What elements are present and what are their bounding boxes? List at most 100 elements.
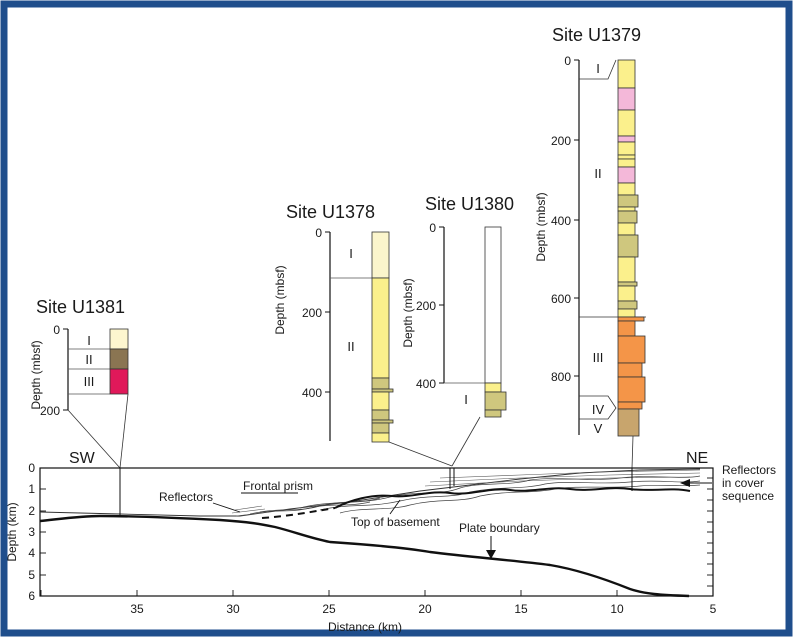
- site-u1378-lith-block: [371, 419, 394, 424]
- site-u1379-unit-label: IV: [592, 402, 605, 417]
- tie-line: [388, 441, 453, 467]
- site-u1379-lith-block: [617, 59, 636, 89]
- site-u1379-lith-block: [617, 109, 636, 137]
- top-of-basement-line: [334, 487, 691, 509]
- section-x-tick-label: 30: [226, 602, 240, 616]
- site-u1379-lith-block: [617, 320, 636, 337]
- site-u1380-lith-block: [484, 382, 502, 393]
- site-u1381-lith-block: [109, 328, 129, 350]
- section-x-tick-label: 15: [514, 602, 528, 616]
- section-y-tick-label: 2: [28, 504, 35, 518]
- cover-arrow-head: [680, 479, 690, 487]
- frontal-reflector-line: [235, 511, 269, 517]
- section-y-tick-label: 5: [28, 568, 35, 582]
- frontal-reflectors: [231, 505, 269, 517]
- cover-reflector-line: [429, 472, 701, 483]
- site-u1380-lith-block: [484, 226, 502, 384]
- site-u1378-tick-label: 400: [302, 386, 322, 400]
- section-y-tick-label: 3: [28, 525, 35, 539]
- section-x-axis-title: Distance (km): [328, 620, 402, 634]
- site-u1381-tick-label: 200: [40, 404, 60, 418]
- cover-reflectors-label-line3: sequence: [722, 489, 774, 503]
- site-u1379-lith-block: [617, 87, 636, 111]
- site-u1379-title: Site U1379: [552, 25, 641, 45]
- section-x-tick-label: 35: [130, 602, 144, 616]
- site-u1379-unit-label: V: [594, 421, 603, 436]
- cover-reflectors: [424, 469, 701, 487]
- top-of-basement-pointer: [389, 499, 401, 515]
- site-u1379-unit-label: II: [594, 166, 601, 181]
- cover-reflectors-label-line2: in cover: [722, 476, 764, 490]
- site-u1379-lith-block: [617, 408, 640, 437]
- cover-reflector-line: [439, 469, 701, 479]
- site-u1379-unit-boundary: [579, 59, 617, 80]
- site-u1381-column: Site U1381 Depth (mbsf) 0 200 I II III: [29, 297, 129, 418]
- site-u1379-lith-block: [617, 194, 639, 208]
- site-u1378-lith-block: [371, 277, 390, 379]
- cover-reflector-line: [424, 476, 691, 487]
- site-u1380-unit-label: I: [464, 392, 468, 407]
- section-ne-label: NE: [686, 450, 708, 467]
- site-u1378-lith-block: [371, 432, 390, 443]
- frontal-prism-label: Frontal prism: [243, 479, 313, 493]
- site-u1378-axis-title: Depth (mbsf): [273, 265, 287, 334]
- site-u1379-unit-label: III: [593, 350, 604, 365]
- section-x-tick-label: 10: [610, 602, 624, 616]
- cover-reflectors-label-line1: Reflectors: [722, 463, 776, 477]
- site-u1380-lith-block: [484, 409, 502, 418]
- top-of-basement-label: Top of basement: [351, 515, 440, 529]
- site-u1379-tick-label: 800: [551, 370, 571, 384]
- site-u1379-unit-boundary: [579, 395, 617, 420]
- site-u1379-lith-block: [617, 222, 636, 236]
- site-u1379-lith-block: [617, 158, 636, 168]
- decollement-dashed: [261, 507, 336, 519]
- site-u1378-tick-label: 200: [302, 306, 322, 320]
- site-u1378-lith-block: [371, 377, 390, 390]
- section-x-ticks: [40, 590, 714, 596]
- site-u1379-lith-block: [617, 135, 636, 143]
- plate-boundary-label: Plate boundary: [459, 521, 540, 535]
- site-u1378-lith-block: [371, 422, 390, 434]
- reflectors-label: Reflectors: [159, 490, 213, 504]
- site-u1379-tick-label: 200: [551, 134, 571, 148]
- site-u1379-lith-block: [617, 362, 643, 378]
- site-u1379-unit-label: I: [596, 61, 600, 76]
- section-y-axis-title: Depth (km): [5, 502, 19, 561]
- site-u1378-lith-block: [371, 388, 394, 393]
- site-u1379-axis-title: Depth (mbsf): [534, 192, 548, 261]
- section-sw-label: SW: [69, 450, 96, 467]
- tie-line: [67, 409, 121, 469]
- site-u1381-axis-title: Depth (mbsf): [29, 340, 43, 409]
- plate-boundary-arrow-head: [486, 550, 496, 559]
- site-u1381-tick-label: 0: [53, 323, 60, 337]
- section-x-tick-label: 20: [418, 602, 432, 616]
- site-u1380-column: Site U1380 Depth (mbsf) 0 200 400 I: [401, 194, 514, 418]
- site-u1379-lith-block: [617, 154, 636, 160]
- site-u1378-unit-label: I: [349, 246, 353, 261]
- site-u1379-lith-block: [617, 182, 636, 196]
- site-u1379-lith-block: [617, 285, 636, 302]
- section-x-tick-label: 5: [710, 602, 717, 616]
- site-u1378-unit-label: II: [347, 339, 354, 354]
- site-u1378-tick-label: 0: [315, 226, 322, 240]
- site-u1379-lith-block: [617, 401, 643, 410]
- site-u1380-tick-label: 200: [416, 299, 436, 313]
- prism-reflector-line: [319, 480, 701, 511]
- tie-line: [119, 393, 129, 469]
- boreholes: [119, 468, 633, 515]
- site-u1378-lith-block: [371, 409, 390, 421]
- site-u1381-title: Site U1381: [36, 297, 125, 317]
- site-u1379-lith-block: [617, 206, 636, 212]
- site-u1379-lith-block: [617, 256, 636, 283]
- site-u1381-unit-label: I: [87, 333, 91, 348]
- site-u1379-lith-block: [617, 300, 638, 310]
- section-y-tick-label: 4: [28, 546, 35, 560]
- site-u1379-tick-label: 400: [551, 214, 571, 228]
- section-x-tick-label: 25: [322, 602, 336, 616]
- site-u1379-lith-block: [617, 281, 638, 287]
- site-u1379-lith-block: [617, 316, 645, 322]
- site-u1379-lith-block: [617, 141, 636, 156]
- site-u1379-tick-label: 0: [564, 54, 571, 68]
